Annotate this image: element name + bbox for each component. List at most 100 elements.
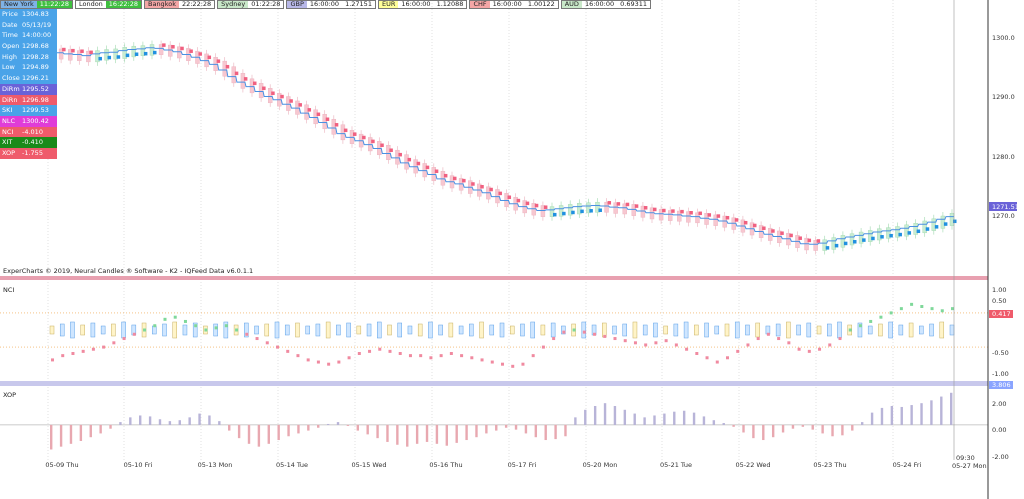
- candle-body: [595, 201, 600, 213]
- nci-bar: [172, 321, 177, 339]
- candle-body: [158, 44, 164, 55]
- trend-dot: [407, 157, 412, 162]
- nci-dot: [112, 341, 116, 345]
- panel-separator-1[interactable]: [0, 276, 988, 280]
- nci-dot: [930, 307, 934, 311]
- nci-dot: [593, 332, 597, 336]
- trend-dot: [89, 50, 93, 55]
- nci-bar: [561, 325, 566, 335]
- xop-bar: [297, 424, 300, 434]
- nci-bar: [724, 323, 730, 337]
- trend-dot: [462, 178, 466, 183]
- candle-body: [540, 205, 546, 217]
- price-axis-tick: 1280.0: [992, 153, 1015, 161]
- fx-eur[interactable]: EUR 16:00:00 1.12088: [377, 0, 468, 9]
- candle-body: [831, 237, 837, 250]
- nci-bar: [479, 321, 484, 339]
- trend-dot: [589, 209, 593, 213]
- trend-dot: [153, 50, 157, 55]
- xop-bar: [821, 424, 824, 434]
- nci-bar: [816, 325, 822, 335]
- clock-city: New York: [1, 1, 37, 8]
- info-row-dirm: DiRm 1295.52: [0, 83, 57, 95]
- candle-body: [331, 118, 337, 135]
- info-value: 1299.53: [22, 106, 49, 115]
- xop-bar: [267, 424, 270, 444]
- xop-bar: [781, 424, 785, 433]
- cursor-date: 05-27 Mon: [952, 462, 987, 470]
- clock-bangkok[interactable]: Bangkok 22:22:28: [144, 0, 216, 9]
- price-axis-tick: 1270.0: [992, 212, 1015, 220]
- nci-axis[interactable]: 1.00 0.50 -0.50 -1.00 0.417: [989, 286, 1013, 378]
- trend-dot: [189, 49, 193, 53]
- x-axis-label: 05-21 Tue: [660, 461, 692, 469]
- info-value: 1298.68: [22, 42, 49, 51]
- candle-body: [313, 109, 318, 125]
- x-axis-label: 05-22 Wed: [735, 461, 770, 469]
- nci-bar: [264, 323, 270, 337]
- xop-axis-tick: 0.00: [992, 426, 1006, 434]
- fx-time: 16:00:00: [401, 0, 431, 8]
- candle-body: [404, 154, 409, 170]
- clock-sydney[interactable]: Sydney 01:22:28: [217, 0, 285, 9]
- trend-dot: [534, 203, 539, 208]
- nci-dot: [777, 337, 781, 341]
- fx-chf[interactable]: CHF 16:00:00 1.00122: [469, 0, 559, 9]
- nci-dot: [214, 326, 218, 330]
- candle-body: [267, 88, 273, 104]
- xop-bar: [544, 424, 547, 441]
- panel-separator-2[interactable]: [0, 381, 988, 386]
- trend-dot: [507, 195, 512, 200]
- fx-aud[interactable]: AUD 16:00:00 0.69311: [560, 0, 652, 9]
- nci-dot: [766, 332, 770, 336]
- xop-bar: [247, 424, 251, 444]
- trend-dot: [434, 169, 439, 174]
- fx-gbp[interactable]: GBP 16:00:00 1.27151: [286, 0, 376, 9]
- nci-bar: [254, 325, 259, 335]
- clock-new-york[interactable]: New York 11:22:28: [0, 0, 73, 9]
- xop-bar: [89, 424, 92, 438]
- clock-time: 01:22:28: [251, 0, 281, 8]
- trend-dot: [762, 226, 766, 230]
- candle-body: [858, 231, 864, 244]
- x-axis-label: 05-23 Thu: [813, 461, 846, 469]
- time-axis[interactable]: 05-09 Thu 05-10 Fri 05-13 Mon 05-14 Tue …: [45, 461, 921, 469]
- nci-dot: [51, 358, 54, 362]
- xop-bar: [317, 424, 320, 428]
- nci-dot: [736, 349, 740, 353]
- nci-dot: [102, 345, 106, 349]
- nci-dot: [531, 354, 535, 358]
- nci-axis-tick: 0.50: [992, 297, 1006, 305]
- xop-axis[interactable]: 3.806 2.00 0.00 -2.00: [989, 381, 1013, 461]
- xop-bar: [445, 424, 449, 446]
- nci-bar: [407, 325, 413, 335]
- info-key: High: [2, 52, 17, 61]
- nci-bar: [417, 323, 423, 337]
- price-axis[interactable]: 1300.0 1290.0 1280.0 1270.0 1271.51: [989, 34, 1019, 220]
- nci-dot: [828, 343, 832, 347]
- nci-dot: [582, 330, 586, 334]
- nci-dot: [848, 328, 852, 332]
- nci-dot: [194, 324, 198, 328]
- candle-body: [604, 201, 609, 213]
- nci-dot: [746, 343, 750, 347]
- candle-body: [695, 212, 700, 224]
- info-value: 1294.89: [22, 63, 49, 72]
- fx-symbol: AUD: [561, 1, 582, 8]
- candle-body: [577, 203, 582, 215]
- nci-bar: [244, 322, 249, 338]
- x-axis-label: 05-15 Wed: [351, 461, 386, 469]
- nci-dot: [316, 360, 320, 364]
- fx-value: 0.69311: [620, 0, 648, 8]
- nci-bar: [274, 321, 280, 339]
- trend-dot: [543, 205, 548, 209]
- x-axis-label: 05-17 Fri: [508, 461, 537, 469]
- clock-london[interactable]: London 16:22:28: [74, 0, 142, 9]
- candle-body: [877, 228, 882, 241]
- nci-dot: [122, 337, 126, 341]
- nci-dot: [429, 356, 433, 360]
- nci-dot: [480, 358, 484, 362]
- candle-body: [677, 210, 682, 222]
- xop-bar: [880, 407, 884, 425]
